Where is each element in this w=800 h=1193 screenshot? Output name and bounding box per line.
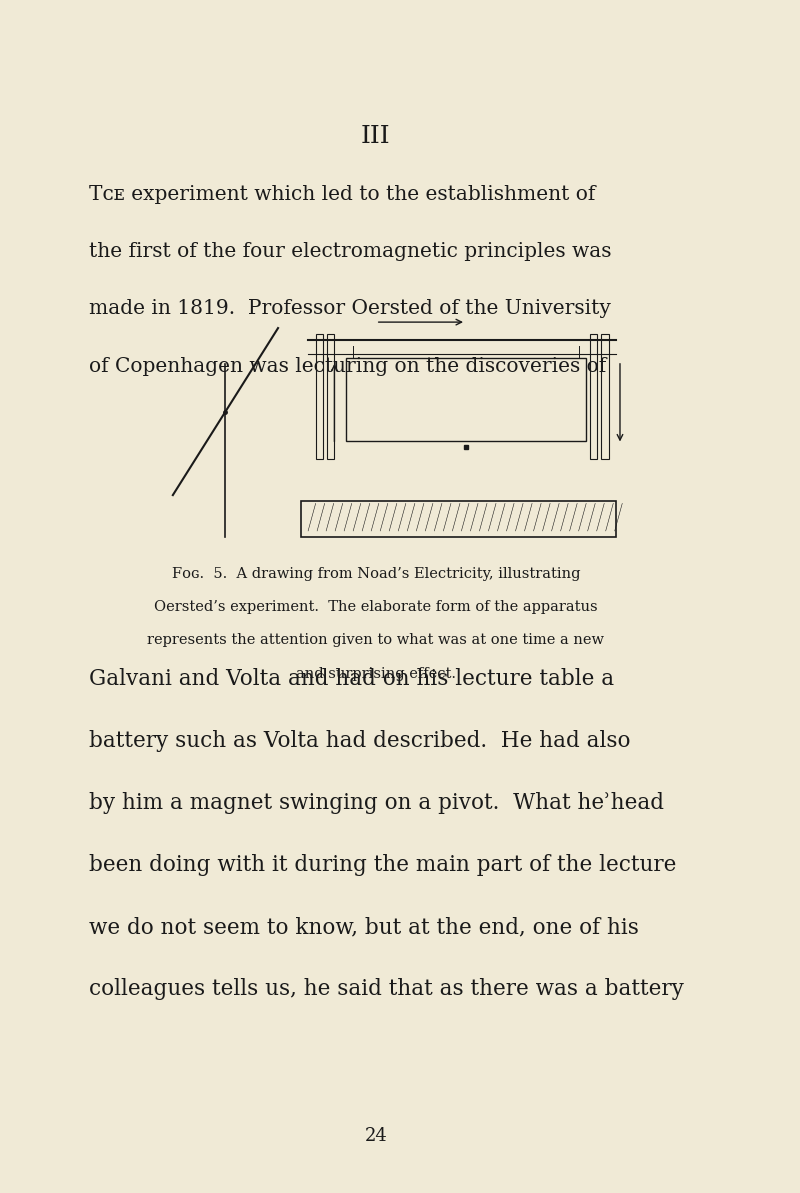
Text: Oersted’s experiment.  The elaborate form of the apparatus: Oersted’s experiment. The elaborate form… <box>154 600 598 614</box>
Text: we do not seem to know, but at the end, one of his: we do not seem to know, but at the end, … <box>90 916 639 938</box>
Text: of Copenhagen was lecturing on the discoveries of: of Copenhagen was lecturing on the disco… <box>90 357 606 376</box>
Text: Galvani and Volta and had on his lecture table a: Galvani and Volta and had on his lecture… <box>90 668 614 690</box>
Bar <box>590 334 598 459</box>
Text: represents the attention given to what was at one time a new: represents the attention given to what w… <box>147 633 604 648</box>
Bar <box>316 334 323 459</box>
Bar <box>301 501 616 537</box>
Bar <box>327 334 334 459</box>
Text: Fᴏɢ.  5.  A drawing from Noad’s Electricity, illustrating: Fᴏɢ. 5. A drawing from Noad’s Electricit… <box>171 567 580 581</box>
Text: by him a magnet swinging on a pivot.  What heʾhead: by him a magnet swinging on a pivot. Wha… <box>90 792 664 814</box>
Text: made in 1819.  Professor Oersted of the University: made in 1819. Professor Oersted of the U… <box>90 299 611 319</box>
Bar <box>346 358 586 441</box>
Text: Tᴄᴇ experiment which led to the establishment of: Tᴄᴇ experiment which led to the establis… <box>90 185 596 204</box>
Text: the first of the four electromagnetic principles was: the first of the four electromagnetic pr… <box>90 242 612 261</box>
Text: and surprising effect.: and surprising effect. <box>296 667 456 681</box>
Text: 24: 24 <box>364 1127 387 1145</box>
Text: III: III <box>361 125 390 148</box>
Text: battery such as Volta had described.  He had also: battery such as Volta had described. He … <box>90 730 630 752</box>
Text: been doing with it during the main part of the lecture: been doing with it during the main part … <box>90 854 677 876</box>
Bar <box>602 334 609 459</box>
Text: colleagues tells us, he said that as there was a battery: colleagues tells us, he said that as the… <box>90 978 684 1000</box>
